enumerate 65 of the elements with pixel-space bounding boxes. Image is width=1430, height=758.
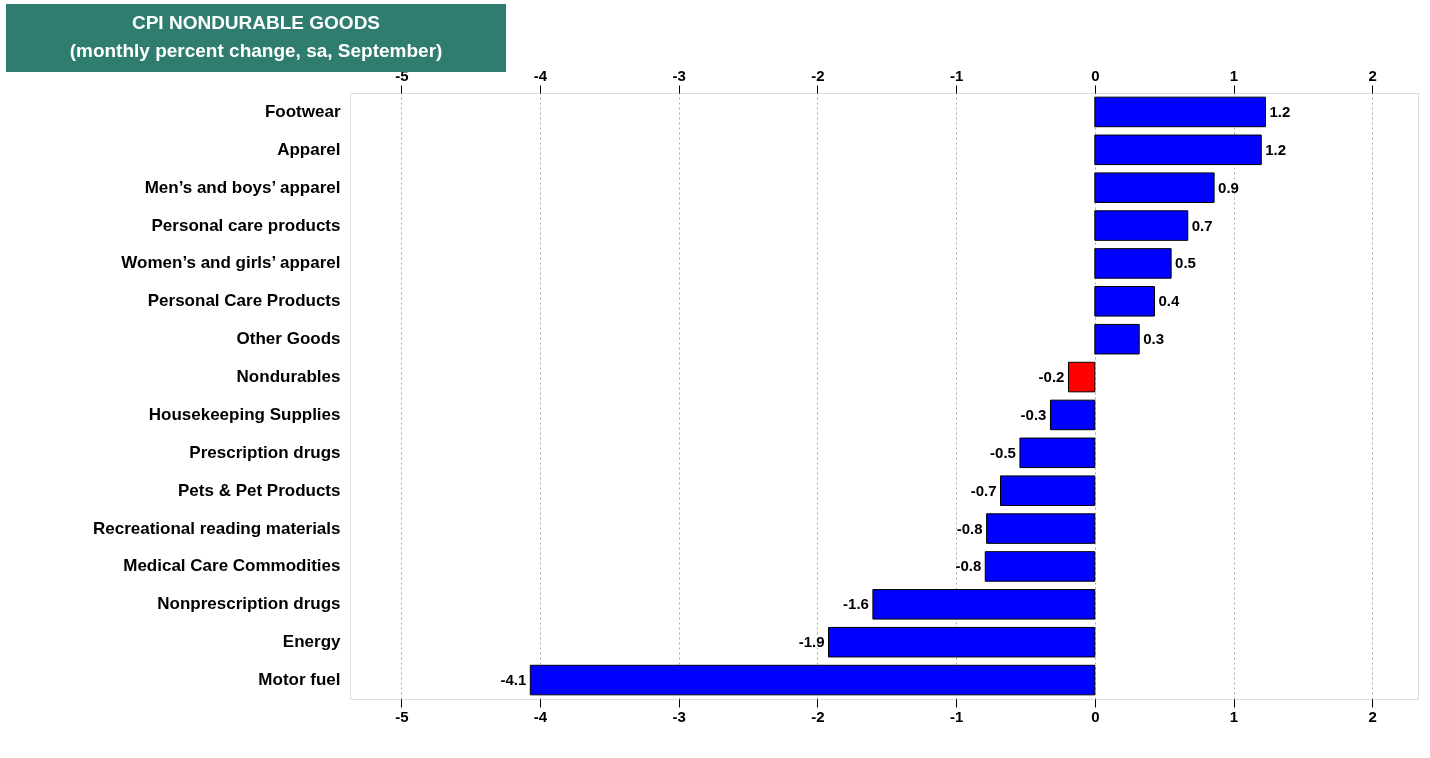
data-label: -0.2 <box>1038 368 1065 386</box>
y-tick-label: Recreational reading materials <box>92 518 341 538</box>
bar <box>1094 323 1140 355</box>
bar <box>1094 248 1172 279</box>
x2-tick-label: -4 <box>533 66 548 84</box>
data-label: -1.6 <box>843 595 869 613</box>
bar <box>872 589 1096 620</box>
chart-title: CPI NONDURABLE GOODS <box>131 12 381 33</box>
data-label: 0.4 <box>1158 292 1180 310</box>
y-tick-label: Other Goods <box>236 329 341 349</box>
y-tick-label: Footwear <box>264 101 341 121</box>
data-label: -0.7 <box>970 481 997 499</box>
data-label: 1.2 <box>1265 140 1287 158</box>
x-tick-label: 1 <box>1229 707 1239 725</box>
y-tick-label: Nondurables <box>236 367 341 387</box>
chart-subtitle: (monthly percent change, sa, September) <box>69 40 443 61</box>
y-tick-label: Pets & Pet Products <box>178 480 341 500</box>
bar <box>1067 361 1096 393</box>
x2-tick-label: -1 <box>949 66 964 84</box>
y-tick-label: Apparel <box>277 139 341 159</box>
data-label: 1.2 <box>1269 102 1291 120</box>
bar <box>1094 134 1262 166</box>
data-label: 0.7 <box>1191 216 1213 234</box>
bar <box>984 551 1096 582</box>
data-label: -0.3 <box>1020 405 1047 423</box>
x2-tick-label: 0 <box>1091 66 1100 84</box>
x2-tick-label: 1 <box>1229 66 1239 84</box>
y-tick-label: Women’s and girls’ apparel <box>121 253 341 273</box>
data-label: 0.5 <box>1175 254 1196 272</box>
x2-tick-label: -3 <box>672 66 686 84</box>
x2-tick-label: 2 <box>1368 66 1377 84</box>
bar <box>1049 399 1096 431</box>
x2-tick-label: -2 <box>811 66 825 84</box>
bar <box>1094 96 1266 128</box>
x-tick-label: 2 <box>1368 707 1377 725</box>
bar <box>529 664 1096 696</box>
data-label: -0.8 <box>956 519 983 537</box>
y-tick-label: Prescription drugs <box>189 442 341 462</box>
x-tick-label: 0 <box>1091 707 1100 725</box>
y-tick-label: Men’s and boys’ apparel <box>144 177 341 197</box>
bar <box>1000 475 1096 506</box>
y-tick-label: Personal care products <box>151 215 341 235</box>
bar <box>986 513 1096 544</box>
data-label: -0.5 <box>990 443 1016 461</box>
x-tick-label: -2 <box>811 707 825 725</box>
y-tick-label: Energy <box>282 632 342 652</box>
y-tick-label: Motor fuel <box>258 670 341 690</box>
bar <box>1094 210 1189 241</box>
bar <box>1019 437 1096 469</box>
data-label: -1.9 <box>798 633 825 651</box>
y-tick-label: Housekeeping Supplies <box>148 404 341 424</box>
y-tick-label: Personal Care Products <box>147 291 341 311</box>
data-label: 0.9 <box>1218 178 1239 196</box>
x-tick-label: -3 <box>672 707 686 725</box>
data-label: -4.1 <box>500 671 527 689</box>
y-tick-label: Nonprescription drugs <box>157 594 341 614</box>
data-label: -0.8 <box>955 557 982 575</box>
bar <box>1094 172 1215 203</box>
bar <box>1094 286 1155 317</box>
bar <box>828 626 1096 658</box>
y-tick-label: Medical Care Commodities <box>123 556 341 576</box>
x-tick-label: -5 <box>395 707 409 725</box>
data-label: 0.3 <box>1143 330 1165 348</box>
x-tick-label: -1 <box>949 707 964 725</box>
x-tick-label: -4 <box>533 707 548 725</box>
